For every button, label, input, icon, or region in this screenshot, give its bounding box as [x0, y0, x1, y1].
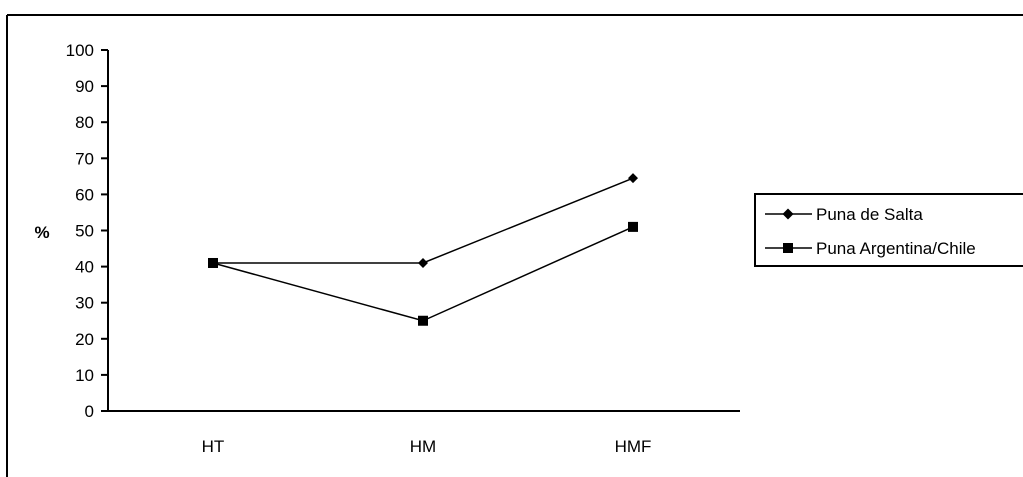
- legend-label-puna-de-salta: Puna de Salta: [816, 205, 923, 224]
- y-tick-label: 50: [75, 222, 94, 241]
- x-tick-label: HT: [202, 437, 225, 456]
- legend-box: [754, 193, 1023, 267]
- y-tick-label: 70: [75, 149, 94, 168]
- x-ticks: HT HM HMF: [202, 437, 652, 456]
- data-point-puna-de-salta-hm: [418, 257, 428, 268]
- data-point-puna-de-salta-hmf: [628, 173, 638, 184]
- legend-entry-puna-de-salta: Puna de Salta: [765, 205, 923, 224]
- y-tick-label: 0: [85, 402, 94, 421]
- legend-marker-diamond-icon: [782, 208, 794, 220]
- y-tick-label: 100: [66, 41, 94, 60]
- data-point-puna-argentina-chile-hm: [418, 315, 428, 326]
- x-tick-label: HM: [410, 437, 436, 456]
- y-tick-label: 10: [75, 366, 94, 385]
- data-point-puna-argentina-chile-ht: [208, 257, 218, 268]
- y-tick-label: 30: [75, 294, 94, 313]
- legend-marker-square-icon: [783, 243, 793, 253]
- series-line-puna-de-salta: [213, 177, 634, 264]
- y-ticks: 0 10 20 30 40 50 60 70 80 90 100: [66, 41, 108, 421]
- y-tick-label: 90: [75, 77, 94, 96]
- legend-entry-puna-argentina-chile: Puna Argentina/Chile: [765, 239, 976, 258]
- data-point-puna-argentina-chile-hmf: [628, 221, 638, 232]
- x-tick-label: HMF: [615, 437, 652, 456]
- series-layer: [208, 173, 638, 326]
- series-line-puna-argentina-chile: [212, 226, 634, 322]
- y-tick-label: 20: [75, 330, 94, 349]
- legend: Puna de Salta Puna Argentina/Chile: [754, 193, 1023, 267]
- y-tick-label: 60: [75, 185, 94, 204]
- y-axis-label: %: [34, 223, 49, 242]
- legend-label-puna-argentina-chile: Puna Argentina/Chile: [816, 239, 976, 258]
- y-tick-label: 40: [75, 258, 94, 277]
- y-tick-label: 80: [75, 113, 94, 132]
